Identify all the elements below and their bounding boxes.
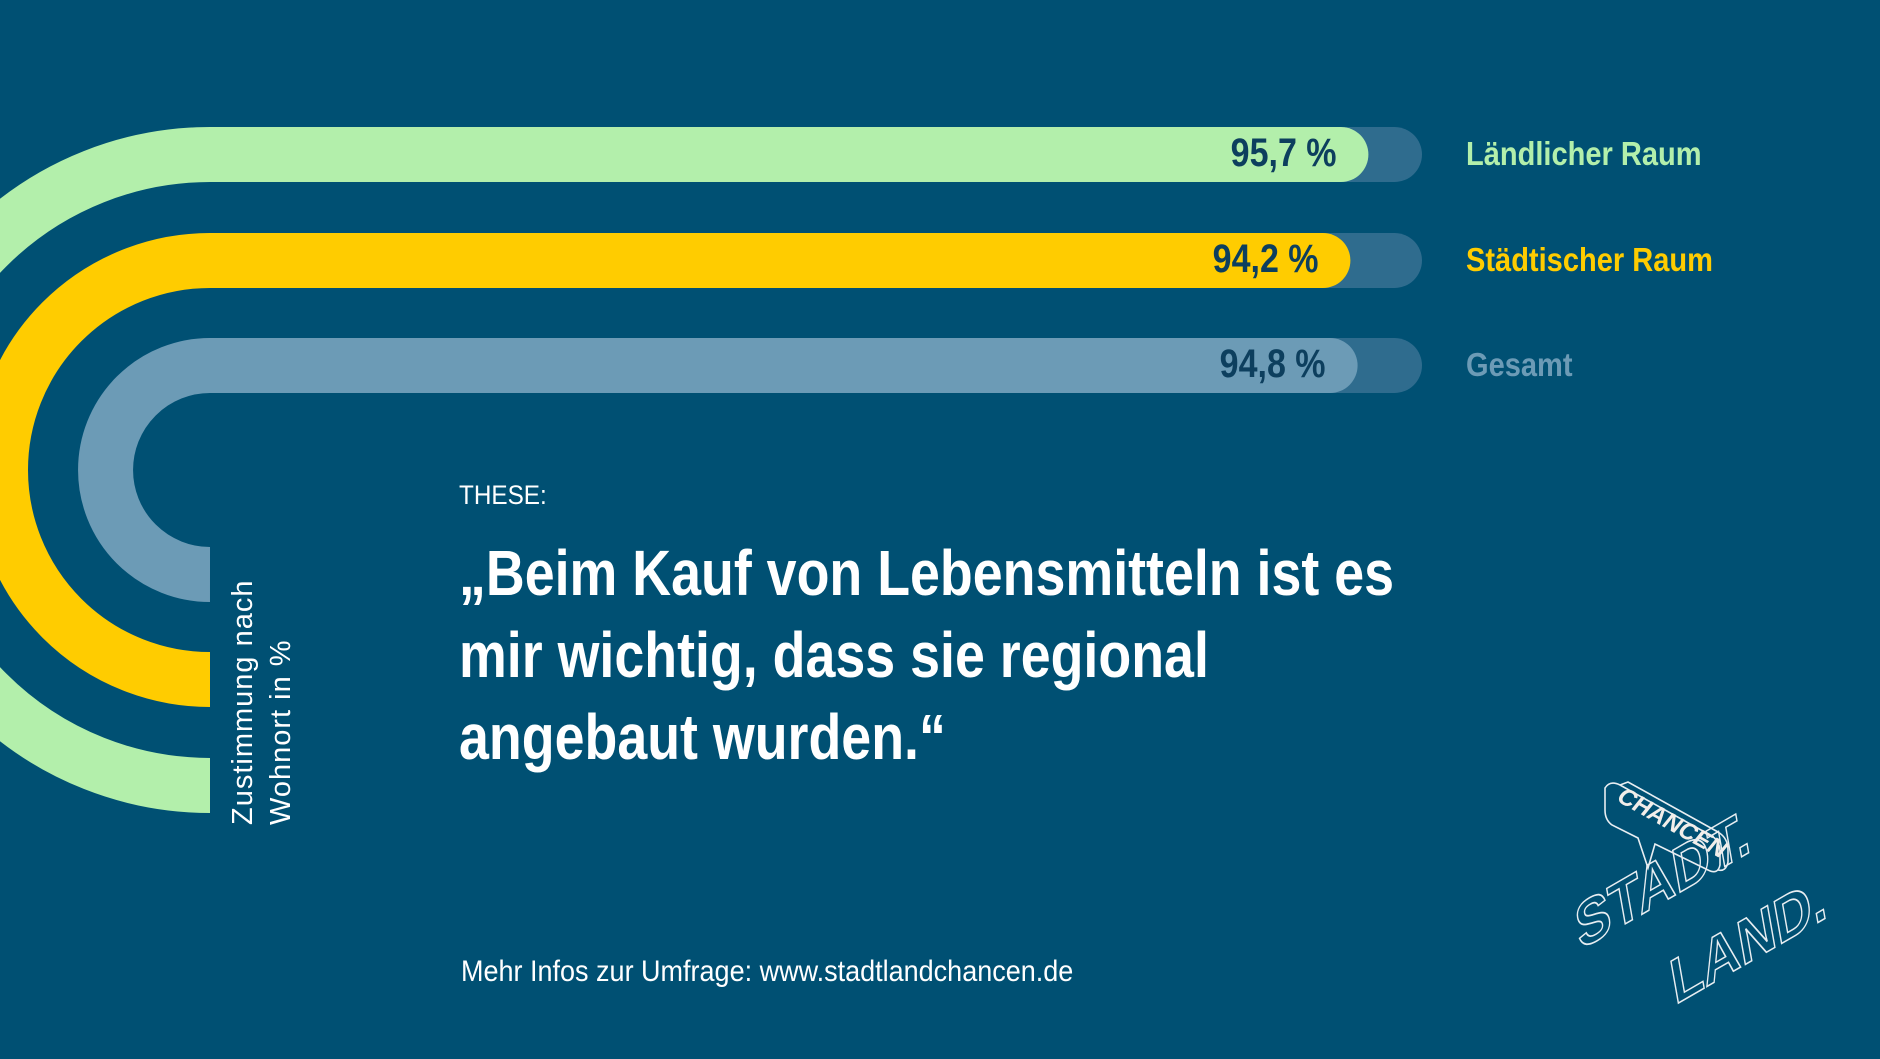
bar-3 bbox=[78, 338, 1331, 602]
legend-label: Gesamt bbox=[1466, 345, 1573, 383]
bar-2 bbox=[0, 233, 1323, 707]
axis-label-line-2: Wohnort in % bbox=[265, 639, 297, 825]
data-label: 95,7 % bbox=[1230, 130, 1337, 175]
quote-line-2: mir wichtig, dass sie regional bbox=[459, 619, 1209, 691]
thesis-label: THESE: bbox=[459, 480, 547, 510]
quote-line-1: „Beim Kauf von Lebensmitteln ist es bbox=[459, 537, 1395, 609]
bar-end-cap bbox=[1302, 338, 1358, 393]
quote-line-3: angebaut wurden.“ bbox=[459, 701, 946, 773]
bar-end-cap bbox=[1295, 233, 1351, 288]
legend-label: Ländlicher Raum bbox=[1466, 134, 1702, 172]
data-label: 94,2 % bbox=[1212, 236, 1319, 281]
axis-label: Zustimmung nach Wohnort in % bbox=[224, 580, 300, 826]
data-label: 94,8 % bbox=[1219, 341, 1326, 386]
axis-label-line-1: Zustimmung nach bbox=[227, 579, 259, 826]
footer-info-link[interactable]: Mehr Infos zur Umfrage: www.stadtlandcha… bbox=[461, 955, 1074, 988]
bar-end-cap bbox=[1313, 127, 1369, 182]
thesis-quote: „Beim Kauf von Lebensmitteln ist es mir … bbox=[459, 532, 1572, 778]
bar-1 bbox=[0, 127, 1341, 813]
legend-label: Städtischer Raum bbox=[1466, 240, 1713, 278]
stadt-land-chancen-logo: CHANCEN STADT. LAND. bbox=[1570, 781, 1832, 1019]
